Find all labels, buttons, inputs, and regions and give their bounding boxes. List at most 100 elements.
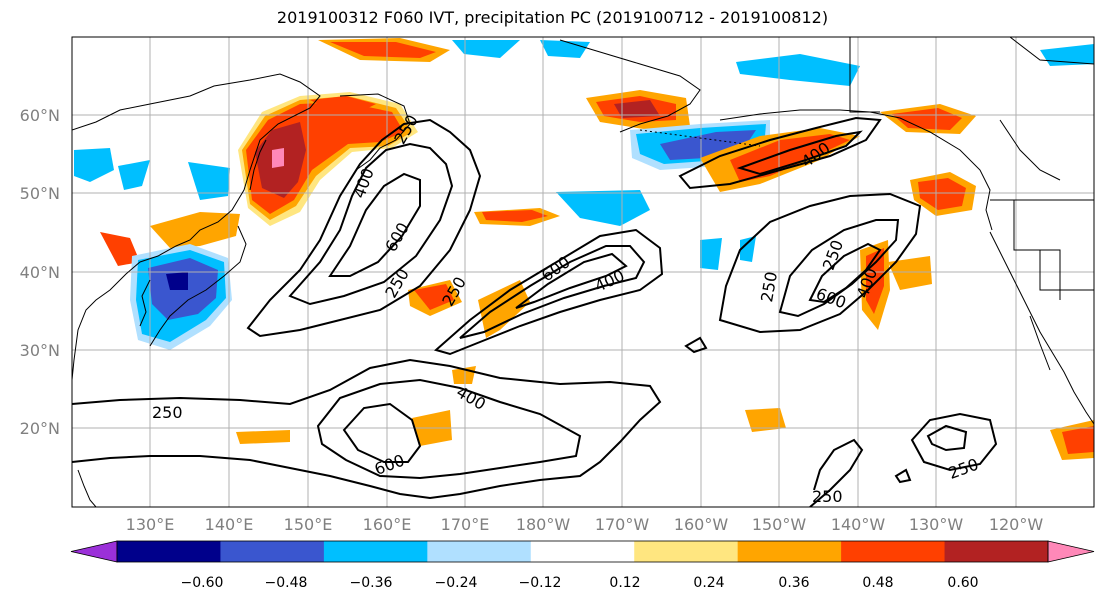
lon-label: 160°W <box>674 515 729 534</box>
contour-600-b <box>515 252 628 309</box>
colorbar-segment <box>737 541 842 562</box>
shade-navy-japan <box>166 272 188 290</box>
contour-label: 400 <box>349 165 377 200</box>
lon-label: 140°E <box>205 515 254 534</box>
shade-red-japan <box>100 232 140 266</box>
coast-philippines <box>77 469 97 507</box>
colorbar-tick-label: 0.48 <box>862 575 893 591</box>
coast-korea <box>139 279 151 327</box>
shade-cyan-west <box>74 148 114 182</box>
lon-label: 140°W <box>831 515 886 534</box>
shade-red-okhotsk-2 <box>310 96 376 112</box>
shade-blue-goa <box>660 130 756 160</box>
shade-red-coast <box>892 108 962 130</box>
shade-darkred-bering <box>614 100 660 118</box>
shade-cyan-mid-2 <box>700 238 722 270</box>
shade-red-mid <box>482 210 548 222</box>
colorbar-segment <box>634 541 739 562</box>
contour-600-south <box>342 402 422 463</box>
lon-label: 150°W <box>752 515 807 534</box>
contour-600-a <box>328 172 421 277</box>
contour-label: 250 <box>812 487 843 506</box>
colorbar-tick-label: 0.12 <box>609 575 640 591</box>
lat-label: 20°N <box>20 419 60 438</box>
contour-400-b <box>459 245 646 339</box>
shade-cyan-top-3 <box>540 40 590 58</box>
shade-cyan-topright-2 <box>1040 44 1094 66</box>
colorbar-frame <box>116 540 1049 563</box>
shade-red-goa <box>730 134 850 182</box>
colorbar-segment <box>220 541 325 562</box>
coast-kamchatka <box>339 93 411 171</box>
colorbar-tick-label: −0.24 <box>435 575 478 591</box>
colorbar-tick-label: −0.12 <box>519 575 562 591</box>
shade-cyan-top-4 <box>452 40 520 58</box>
coast-asia <box>72 73 321 381</box>
contour-small-2 <box>894 468 912 484</box>
longitude-labels: 130°E 140°E 150°E 160°E 170°E 180°W 170°… <box>126 515 1044 534</box>
shade-red-south-3 <box>1062 426 1094 454</box>
contour-label: 600 <box>814 284 849 312</box>
contour-250-south <box>72 358 662 500</box>
contour-label: 250 <box>152 403 183 422</box>
coastlines <box>72 39 1094 507</box>
shade-cyan-mid-3 <box>740 236 756 262</box>
lat-label: 40°N <box>20 263 60 282</box>
contour-400-a <box>288 142 454 306</box>
shade-cyan-west-3 <box>188 162 230 200</box>
shade-orange-east-2 <box>888 256 932 290</box>
contour-400-east <box>926 424 968 452</box>
coast-alaska <box>559 39 701 133</box>
colorbar-tick-label: 0.36 <box>778 575 809 591</box>
lon-label: 130°E <box>126 515 175 534</box>
contour-250-se <box>809 438 864 507</box>
lat-label: 50°N <box>20 184 60 203</box>
contour-250-c <box>718 192 922 334</box>
coast-alaska-gulf <box>719 109 993 231</box>
colorbar <box>70 540 1095 563</box>
shade-cyan-topright <box>736 54 860 86</box>
shade-orange-japan <box>150 212 240 248</box>
coast-na-west <box>989 231 1094 425</box>
colorbar-segment <box>323 541 428 562</box>
contour-label: 250 <box>381 265 413 301</box>
shade-red-top <box>330 42 436 58</box>
contour-label: 600 <box>372 451 407 479</box>
borders <box>849 37 1094 300</box>
contour-400-c <box>778 219 900 318</box>
colorbar-tick-label: −0.60 <box>181 575 224 591</box>
lon-label: 170°E <box>441 515 490 534</box>
map-title: 2019100312 F060 IVT, precipitation PC (2… <box>276 8 829 27</box>
colorbar-segment <box>117 541 221 562</box>
contour-label: 250 <box>946 455 981 483</box>
colorbar-segment <box>530 541 635 562</box>
colorbar-tick-label: 0.60 <box>947 575 978 591</box>
shade-cyan-mid <box>556 190 650 226</box>
colorbar-tick-label: −0.36 <box>350 575 393 591</box>
contour-small-1 <box>684 336 708 354</box>
shade-red-mid-2 <box>414 284 454 310</box>
map-frame <box>71 36 1095 508</box>
ivt-contours <box>72 116 998 507</box>
lon-label: 170°W <box>595 515 650 534</box>
colorbar-extend-low <box>70 540 118 563</box>
colorbar-tick-label: 0.24 <box>693 575 724 591</box>
contour-250-b <box>433 228 664 356</box>
coast-baja <box>1029 315 1051 371</box>
colorbar-extend-high <box>1047 540 1095 563</box>
latitude-labels: 60°N 50°N 40°N 30°N 20°N <box>20 106 60 438</box>
colorbar-segment <box>427 541 532 562</box>
contour-250-a <box>246 118 482 338</box>
lat-label: 30°N <box>20 341 60 360</box>
colorbar-labels: −0.60 −0.48 −0.36 −0.24 −0.12 0.12 0.24 … <box>181 575 979 591</box>
colorbar-segment <box>841 541 946 562</box>
border-alaska-canada <box>849 37 880 113</box>
border-canada-2 <box>999 119 1061 181</box>
precipitation-shading <box>74 38 1094 460</box>
coast-aleutians <box>639 129 761 147</box>
colorbar-tick-label: −0.48 <box>265 575 308 591</box>
coast-japan <box>149 225 247 347</box>
border-canada-1 <box>1009 37 1094 65</box>
contour-250-goa <box>678 116 882 190</box>
lon-label: 150°E <box>284 515 333 534</box>
